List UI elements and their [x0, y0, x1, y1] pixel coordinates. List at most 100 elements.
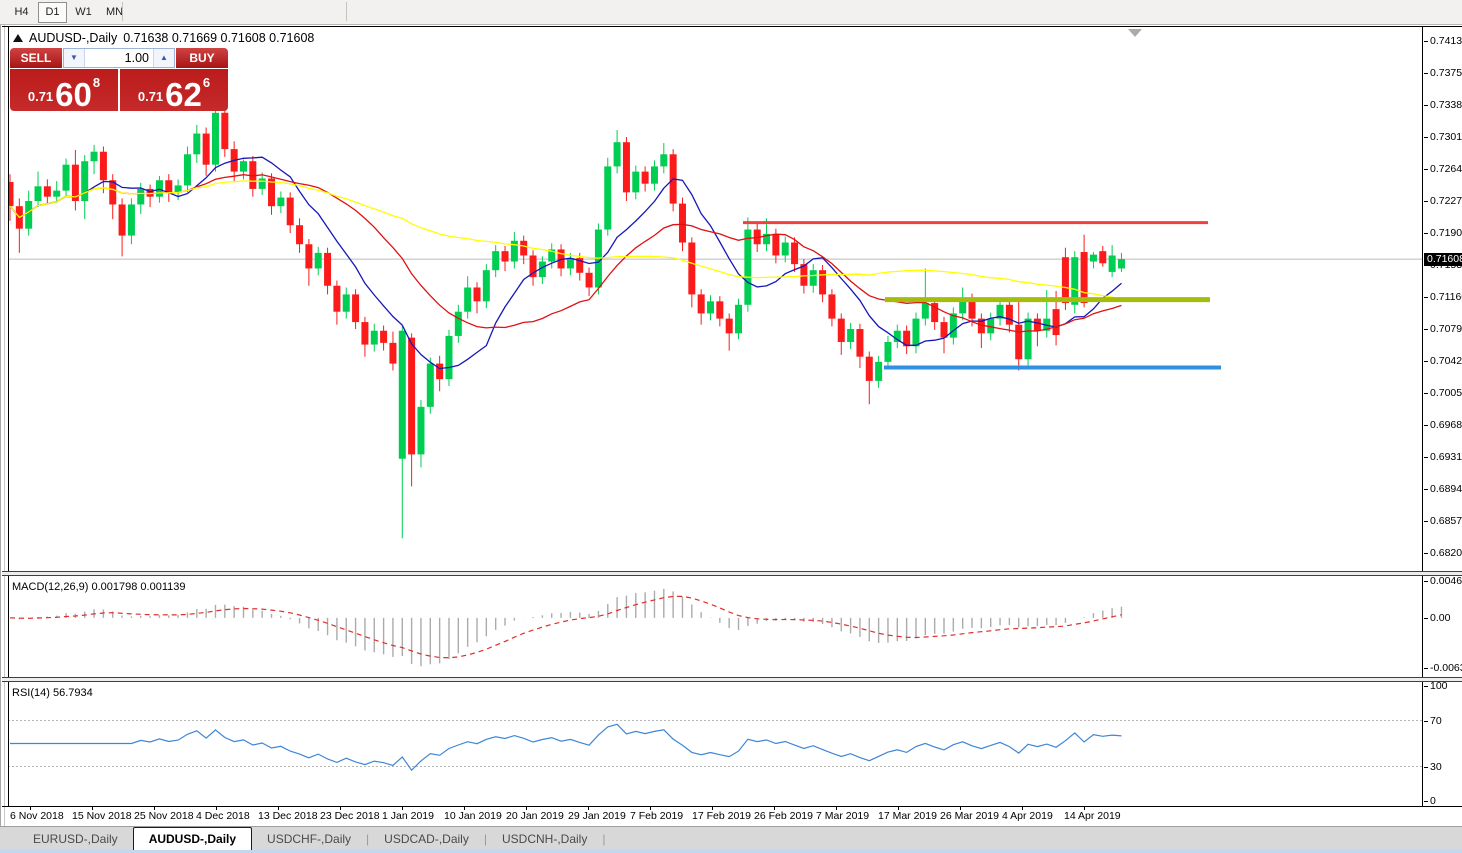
date-tick: [774, 806, 775, 810]
buy-price-pip: 6: [202, 75, 211, 90]
timeframe-h4-button[interactable]: H4: [14, 6, 29, 18]
symbol-tab-usdcad[interactable]: USDCAD-,Daily: [384, 832, 469, 846]
sell-price-prefix: 0.71: [27, 89, 54, 104]
axis-tick: [1424, 233, 1428, 234]
tab-separator: |: [483, 832, 487, 846]
date-tick: [1084, 806, 1085, 810]
axis-tick: [1424, 553, 1428, 554]
timeframe-mn-button[interactable]: MN: [105, 6, 124, 18]
axis-label: 0.00: [1430, 611, 1451, 624]
date-label: 17 Mar 2019: [878, 810, 937, 822]
date-label: 13 Dec 2018: [258, 810, 318, 822]
axis-tick: [1424, 297, 1428, 298]
axis-tick: [1424, 329, 1428, 330]
chart-bottom-border: [0, 826, 1462, 827]
timeframe-toolbar: H4 D1 W1 MN: [0, 0, 1462, 25]
date-tick: [402, 806, 403, 810]
macd-indicator-panel[interactable]: [8, 576, 1423, 677]
axis-tick: [1424, 686, 1428, 687]
chart-top-border: [2, 26, 1462, 27]
main-price-chart[interactable]: [8, 27, 1423, 571]
time-axis-border: [2, 806, 1462, 807]
toolbar-separator: [122, 2, 123, 21]
date-label: 7 Mar 2019: [816, 810, 870, 822]
macd-panel-splitter[interactable]: [2, 571, 1462, 576]
buy-price-display[interactable]: 0.71 62 6: [120, 69, 228, 111]
sell-price-big: 60: [55, 75, 92, 113]
date-label: 14 Apr 2019: [1064, 810, 1121, 822]
date-tick: [216, 806, 217, 810]
sell-button[interactable]: SELL: [10, 48, 62, 68]
date-label: 4 Apr 2019: [1002, 810, 1053, 822]
rsi-indicator-panel[interactable]: [8, 682, 1423, 806]
status-strip: [0, 850, 1462, 853]
axis-tick: [1424, 521, 1428, 522]
axis-tick: [1424, 105, 1428, 106]
volume-increase-button[interactable]: ▲: [153, 49, 174, 67]
symbol-tab-usdchf[interactable]: USDCHF-,Daily: [267, 832, 352, 846]
axis-tick: [1424, 137, 1428, 138]
timeframe-w1-button[interactable]: W1: [75, 6, 92, 18]
date-label: 29 Jan 2019: [568, 810, 626, 822]
date-label: 26 Mar 2019: [940, 810, 999, 822]
axis-label: -0.00639: [1430, 662, 1462, 674]
date-tick: [526, 806, 527, 810]
tab-separator: |: [602, 832, 606, 846]
collapse-panel-arrow-icon[interactable]: [13, 34, 23, 42]
chart-title: AUDUSD-,Daily 0.71638 0.71669 0.71608 0.…: [13, 31, 314, 45]
window-frame-edge: [4, 24, 5, 850]
date-label: 23 Dec 2018: [320, 810, 380, 822]
axis-label: 0.004694: [1430, 575, 1462, 587]
symbol-tab-eurusd[interactable]: EURUSD-,Daily: [33, 832, 118, 846]
axis-tick: [1424, 41, 1428, 42]
buy-button[interactable]: BUY: [176, 48, 228, 68]
date-tick: [92, 806, 93, 810]
volume-decrease-button[interactable]: ▼: [64, 49, 85, 67]
axis-tick: [1424, 766, 1428, 768]
volume-input[interactable]: [85, 49, 153, 67]
axis-tick: [1424, 201, 1428, 202]
axis-tick: [1424, 581, 1428, 582]
axis-tick: [1424, 169, 1428, 170]
axis-tick: [1424, 361, 1428, 362]
axis-tick: [1424, 393, 1428, 394]
current-price-tag: 0.71608: [1424, 252, 1462, 266]
tab-separator: |: [366, 832, 370, 846]
date-tick: [650, 806, 651, 810]
date-label: 1 Jan 2019: [382, 810, 434, 822]
autoscroll-indicator-icon[interactable]: [1128, 29, 1142, 37]
toolbar-separator: [346, 2, 347, 21]
axis-label: 0: [1430, 795, 1436, 807]
sell-price-display[interactable]: 0.71 60 8: [10, 69, 118, 111]
date-tick: [836, 806, 837, 810]
buy-price-prefix: 0.71: [137, 89, 164, 104]
chart-symbol-label: AUDUSD-,Daily: [29, 31, 118, 45]
date-label: 6 Nov 2018: [10, 810, 64, 822]
timeframe-d1-button[interactable]: D1: [38, 2, 67, 23]
date-tick: [464, 806, 465, 810]
sell-price-pip: 8: [92, 75, 101, 90]
axis-tick: [1424, 668, 1428, 669]
rsi-panel-splitter[interactable]: [2, 677, 1462, 682]
symbol-tab-audusd[interactable]: AUDUSD-,Daily: [132, 827, 253, 850]
rsi-label: RSI(14) 56.7934: [12, 687, 93, 699]
date-label: 7 Feb 2019: [630, 810, 684, 822]
date-tick: [712, 806, 713, 810]
symbol-tab-bar: EURUSD-,Daily AUDUSD-,Daily USDCHF-,Daily |…: [0, 827, 1462, 850]
symbol-tab-usdcnh[interactable]: USDCNH-,Daily: [501, 832, 588, 846]
date-label: 15 Nov 2018: [72, 810, 132, 822]
